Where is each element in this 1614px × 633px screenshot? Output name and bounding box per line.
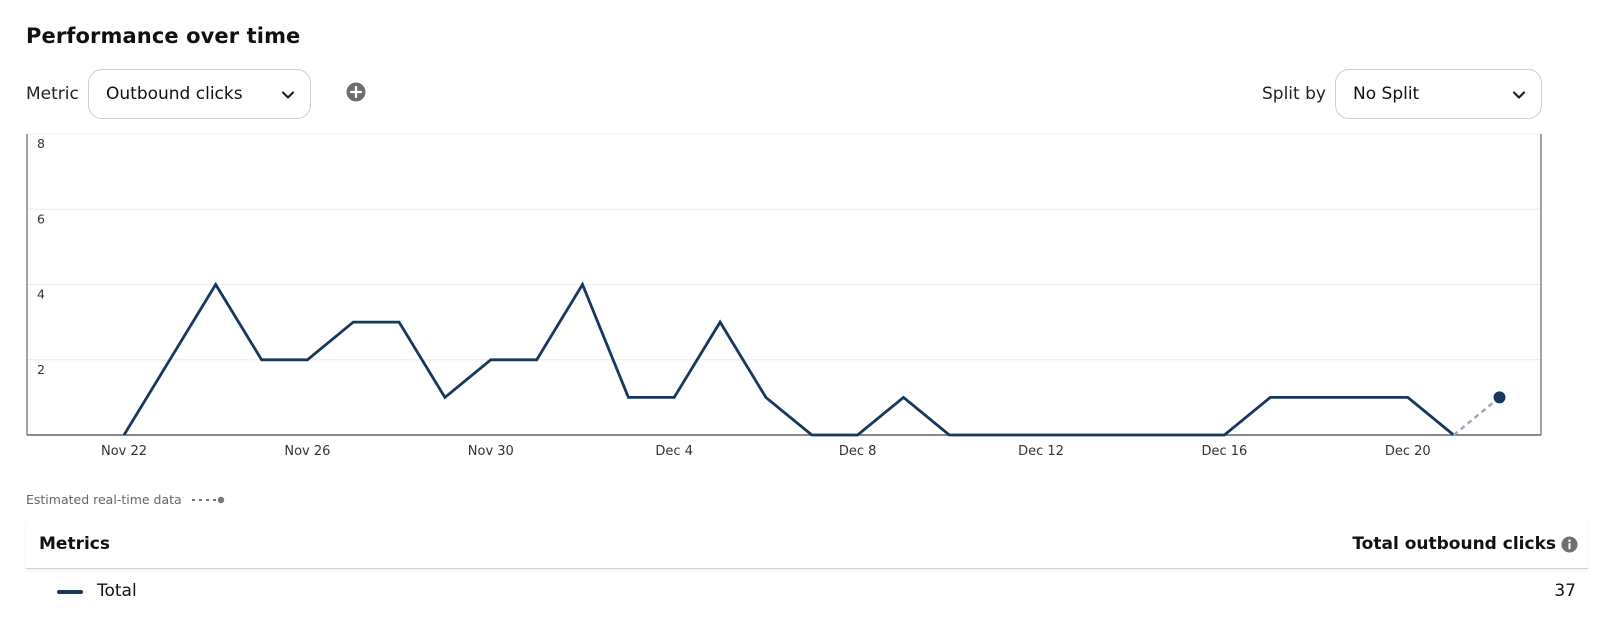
column-header-total-label: Total outbound clicks <box>1352 534 1556 554</box>
x-tick-label: Dec 12 <box>1018 444 1064 459</box>
x-tick-label: Nov 26 <box>284 444 330 459</box>
data-point-estimated <box>1493 391 1506 404</box>
info-icon[interactable] <box>1561 535 1578 553</box>
split-by-label: Split by <box>1262 84 1326 104</box>
row-value: 37 <box>1554 581 1576 601</box>
series-line-estimated <box>1452 396 1501 436</box>
estimated-data-label: Estimated real-time data <box>26 492 182 507</box>
metric-select[interactable]: Outbound clicks <box>88 69 311 119</box>
column-header-metrics: Metrics <box>39 534 110 554</box>
table-row: Total 37 <box>26 572 1588 612</box>
metric-select-value: Outbound clicks <box>106 84 243 104</box>
y-tick-label: 4 <box>37 287 45 302</box>
x-tick-label: Nov 22 <box>101 444 147 459</box>
add-metric-icon[interactable] <box>346 82 366 102</box>
x-tick-label: Nov 30 <box>468 444 514 459</box>
x-tick-label: Dec 16 <box>1201 444 1247 459</box>
dashed-line-dot-icon <box>191 496 224 503</box>
y-tick-label: 8 <box>37 136 45 151</box>
metrics-table-header: Metrics Total outbound clicks <box>26 520 1588 569</box>
y-tick-label: 2 <box>37 362 45 377</box>
x-tick-label: Dec 20 <box>1385 444 1431 459</box>
column-header-total: Total outbound clicks <box>1352 534 1578 554</box>
chevron-down-icon <box>281 91 295 99</box>
split-by-select[interactable]: No Split <box>1335 69 1542 119</box>
estimated-data-legend: Estimated real-time data <box>26 492 225 507</box>
x-tick-label: Dec 8 <box>839 444 877 459</box>
performance-line-chart: 2 4 6 8 Nov 22 Nov 26 Nov 30 Dec 4 Dec 8 Dec 12 De… <box>26 133 1542 459</box>
page-title: Performance over time <box>26 24 301 48</box>
metric-label: Metric <box>26 84 79 104</box>
y-tick-label: 6 <box>37 211 45 226</box>
split-by-select-value: No Split <box>1353 84 1420 104</box>
series-line-total <box>122 281 1455 437</box>
series-swatch <box>57 590 83 594</box>
row-label: Total <box>97 581 137 601</box>
x-tick-label: Dec 4 <box>655 444 693 459</box>
chevron-down-icon <box>1512 91 1526 99</box>
